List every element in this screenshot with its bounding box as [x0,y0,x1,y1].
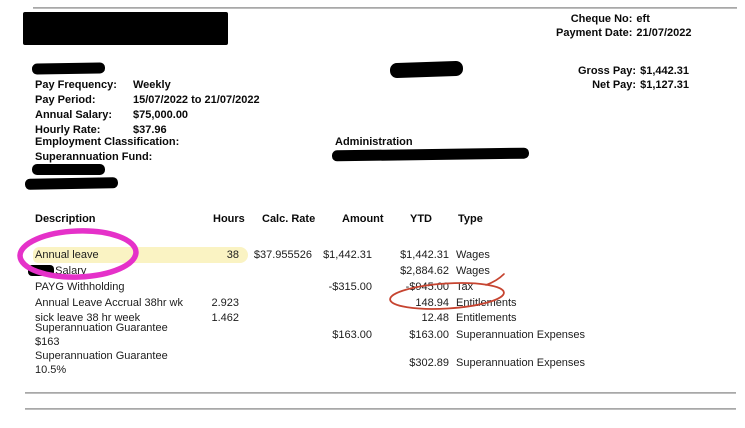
column-header-ytd: YTD [410,213,432,225]
redaction-bar-classification [331,147,530,162]
cell-amount: $1,442.31 [323,249,372,261]
red-circle-annotation [389,273,505,310]
cell-ytd: 12.48 [421,312,449,324]
net-pay-label: Net Pay: [592,79,637,91]
magenta-circle-annotation [17,228,139,280]
gross-pay-label: Gross Pay: [578,65,637,77]
column-header-amount: Amount [342,213,384,225]
employment-classification-label: Employment Classification: [35,136,180,148]
cell-ytd: $163.00 [409,329,449,341]
redaction-bar-fund-1 [32,164,105,175]
pay-summary-block: Gross Pay: $1,442.31 Net Pay: $1,127.31 [578,64,689,92]
pay-frequency-value: Weekly [133,79,171,91]
cell-ytd: $2,884.62 [400,265,449,277]
cell-ytd: 148.94 [415,297,449,309]
cell-type: Wages [456,249,490,261]
cell-hours: 38 [226,249,239,261]
cell-description: PAYG Withholding [35,281,125,293]
bottom-divider-line-1 [25,392,736,394]
cell-ytd: $302.89 [409,357,449,369]
yellow-highlight-annual-leave [33,247,248,263]
classification-value: Administration [335,136,413,148]
bottom-divider-line-2 [25,408,736,410]
cell-hours: 2.923 [211,297,239,309]
cell-description: sick leave 38 hr week [35,312,141,324]
pay-frequency-label: Pay Frequency: [35,79,117,91]
payment-date-value: 21/07/2022 [636,27,692,39]
payment-date-label: Payment Date: [556,27,633,39]
redaction-bar-employee-name [31,62,106,75]
cell-description: Superannuation Guarantee [35,322,168,334]
cell-amount: $163.00 [332,329,372,341]
gross-pay-value: $1,442.31 [640,65,690,77]
cell-type: Superannuation Expenses [456,329,586,341]
column-header-hours: Hours [213,213,245,225]
pay-period-label: Pay Period: [35,94,96,106]
pay-period-value: 15/07/2022 to 21/07/2022 [133,94,260,106]
cell-description: Annual Leave Accrual 38hr wk [35,297,183,309]
cell-description: Annual leave [35,249,99,261]
pay-details-block: Pay Frequency: Weekly Pay Period: 15/07/… [35,79,365,174]
cell-ytd: $1,442.31 [400,249,449,261]
annual-salary-label: Annual Salary: [35,109,113,121]
cell-description-line2: 10.5% [35,364,67,376]
cell-calc-rate: $37.955526 [253,249,312,261]
redaction-bar-center [389,60,464,79]
hourly-rate-label: Hourly Rate: [35,124,101,136]
column-header-calc-rate: Calc. Rate [262,213,316,225]
cheque-no-label: Cheque No: [570,13,633,25]
column-header-type: Type [458,213,483,225]
cell-hours: 1.462 [211,312,239,324]
cell-amount: -$315.00 [328,281,372,293]
net-pay-value: $1,127.31 [640,79,690,91]
redaction-bar-fund-2 [24,177,119,190]
superannuation-fund-label: Superannuation Fund: [35,151,153,163]
redaction-bar-employer [23,12,228,45]
cell-type: Superannuation Expenses [456,357,586,369]
cheque-info-block: Cheque No: eft Payment Date: 21/07/2022 [556,12,691,40]
cheque-no-value: eft [636,13,650,25]
cell-type: Wages [456,265,490,277]
column-header-description: Description [35,213,96,225]
cell-description-line2: $163 [35,336,60,348]
cell-description: Superannuation Guarantee [35,350,168,362]
annual-salary-value: $75,000.00 [133,109,189,121]
cell-type: Entitlements [456,312,517,324]
top-divider-line [33,7,737,9]
hourly-rate-value: $37.96 [133,124,167,136]
